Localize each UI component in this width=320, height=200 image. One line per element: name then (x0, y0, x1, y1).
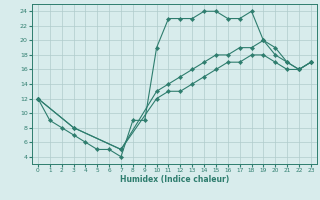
X-axis label: Humidex (Indice chaleur): Humidex (Indice chaleur) (120, 175, 229, 184)
